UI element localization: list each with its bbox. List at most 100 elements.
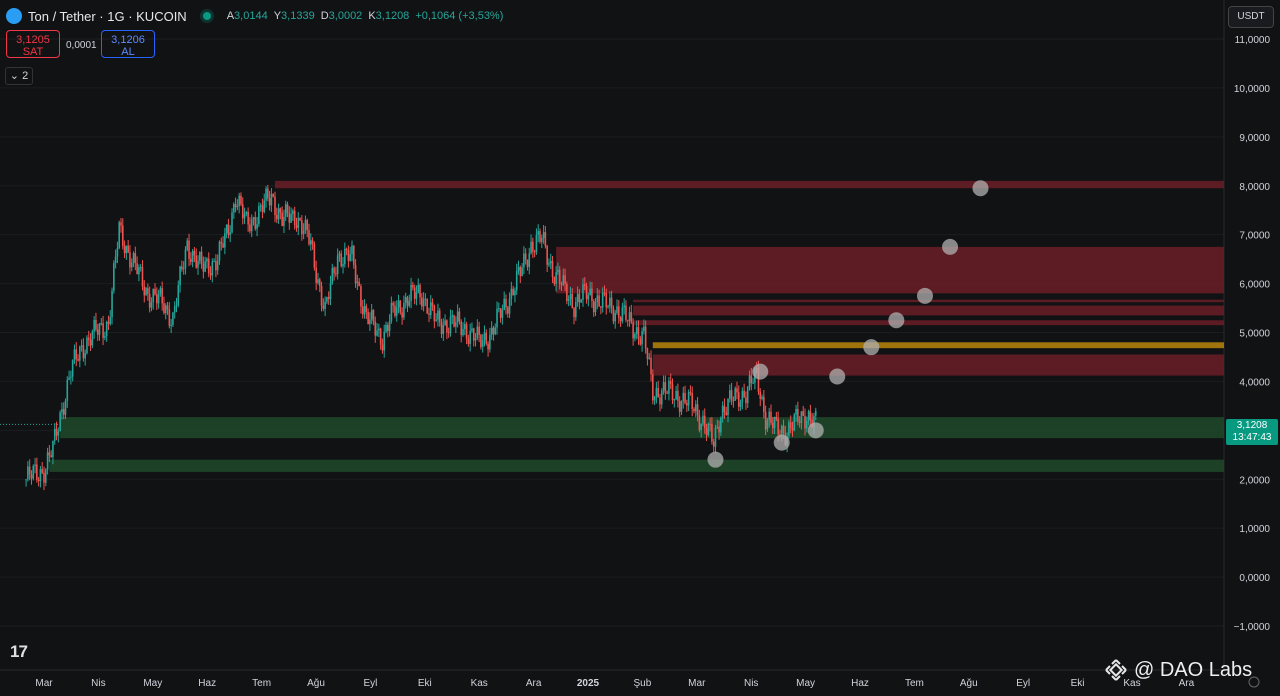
y-tick-label: 7,0000 bbox=[1239, 231, 1270, 242]
symbol-title[interactable]: Ton / Tether · 1G · KUCOIN bbox=[28, 8, 187, 24]
candle-body bbox=[671, 384, 674, 401]
candle-body bbox=[338, 253, 341, 256]
candle-body bbox=[363, 305, 366, 315]
candle-body bbox=[195, 255, 198, 268]
candle-body bbox=[207, 258, 210, 274]
candle-body bbox=[327, 296, 330, 299]
candle-body bbox=[87, 337, 90, 340]
indicators-toggle[interactable]: ⌄ 2 bbox=[5, 67, 33, 85]
buy-button[interactable]: 3,1206 AL bbox=[101, 30, 155, 58]
candle-body bbox=[32, 465, 35, 479]
candle-body bbox=[549, 261, 552, 264]
candle-body bbox=[104, 336, 106, 338]
candle-body bbox=[763, 396, 765, 413]
candle-body bbox=[567, 298, 570, 301]
candle-body bbox=[474, 338, 477, 341]
candle-body bbox=[673, 399, 676, 401]
x-tick-label: Ağu bbox=[960, 678, 978, 689]
candle-body bbox=[603, 292, 606, 294]
candle-body bbox=[329, 283, 332, 299]
candle-body bbox=[605, 292, 608, 308]
candle-body bbox=[220, 241, 223, 244]
x-tick-label: Eki bbox=[1071, 678, 1085, 689]
resistance-zone bbox=[274, 180, 1225, 189]
x-tick-label: Kas bbox=[1123, 678, 1140, 689]
candle-body bbox=[508, 298, 511, 314]
candle-body bbox=[222, 243, 224, 248]
candle-body bbox=[123, 245, 126, 254]
candle-body bbox=[121, 225, 124, 246]
candle-body bbox=[544, 232, 547, 246]
candle-body bbox=[275, 215, 278, 220]
x-tick-label: Mar bbox=[688, 678, 706, 689]
candle-body bbox=[79, 346, 81, 361]
candle-body bbox=[723, 405, 726, 413]
candle-body bbox=[164, 305, 167, 314]
candle-body bbox=[655, 387, 658, 397]
candle-body bbox=[736, 388, 738, 393]
candle-body bbox=[523, 253, 525, 268]
candle-body bbox=[145, 288, 147, 296]
candle-body bbox=[714, 427, 717, 447]
tradingview-logo-icon[interactable]: 17 bbox=[10, 642, 28, 661]
candle-body bbox=[349, 254, 351, 261]
candle-body bbox=[73, 349, 76, 361]
ohlc-change: +0,1064 (+3,53%) bbox=[415, 10, 504, 22]
candle-body bbox=[111, 290, 113, 318]
candle-body bbox=[480, 334, 482, 347]
candle-body bbox=[791, 428, 794, 431]
candle-body bbox=[290, 213, 292, 223]
candle-body bbox=[752, 382, 754, 384]
candle-body bbox=[107, 321, 110, 324]
x-tick-label: Haz bbox=[198, 678, 216, 689]
sell-label: SAT bbox=[22, 46, 44, 58]
candle-body bbox=[284, 204, 287, 217]
candle-body bbox=[241, 204, 244, 219]
x-tick-label: Mar bbox=[35, 678, 53, 689]
candle-body bbox=[177, 285, 180, 306]
x-tick-label: May bbox=[143, 678, 162, 689]
projection-marker bbox=[863, 339, 880, 356]
candle-body bbox=[548, 263, 550, 265]
candle-body bbox=[737, 392, 740, 407]
candle-body bbox=[218, 241, 221, 261]
candle-body bbox=[186, 240, 189, 250]
candle-body bbox=[61, 409, 63, 413]
candle-body bbox=[800, 411, 803, 423]
candle-body bbox=[390, 303, 393, 322]
candle-body bbox=[716, 426, 719, 428]
candle-body bbox=[211, 261, 214, 276]
candle-body bbox=[288, 212, 291, 223]
chart-header: Ton / Tether · 1G · KUCOIN A3,0144 Y3,13… bbox=[6, 8, 503, 24]
candle-body bbox=[417, 284, 420, 293]
candle-body bbox=[591, 288, 593, 301]
resistance-zone bbox=[652, 354, 1224, 376]
candle-body bbox=[50, 455, 52, 458]
candle-body bbox=[788, 422, 790, 436]
candle-body bbox=[299, 217, 301, 221]
candle-body bbox=[514, 290, 516, 296]
sell-button[interactable]: 3,1205 SAT bbox=[6, 30, 60, 58]
candle-body bbox=[662, 382, 665, 391]
candle-body bbox=[93, 320, 95, 332]
currency-select[interactable]: USDT bbox=[1228, 6, 1274, 28]
candle-body bbox=[310, 240, 312, 245]
buy-label: AL bbox=[121, 46, 135, 58]
candle-body bbox=[66, 379, 69, 401]
candle-body bbox=[213, 261, 215, 263]
candle-body bbox=[720, 417, 722, 433]
candle-body bbox=[490, 327, 493, 335]
candle-body bbox=[689, 392, 692, 394]
candle-body bbox=[193, 250, 196, 256]
candle-body bbox=[460, 321, 463, 336]
candle-body bbox=[528, 253, 531, 268]
candle-body bbox=[202, 263, 205, 272]
candle-body bbox=[406, 297, 409, 306]
y-tick-label: 11,0000 bbox=[1235, 35, 1271, 46]
candle-body bbox=[286, 204, 289, 213]
candle-body bbox=[240, 195, 242, 205]
candle-body bbox=[424, 298, 427, 300]
candle-body bbox=[571, 294, 574, 308]
candle-body bbox=[463, 324, 466, 329]
